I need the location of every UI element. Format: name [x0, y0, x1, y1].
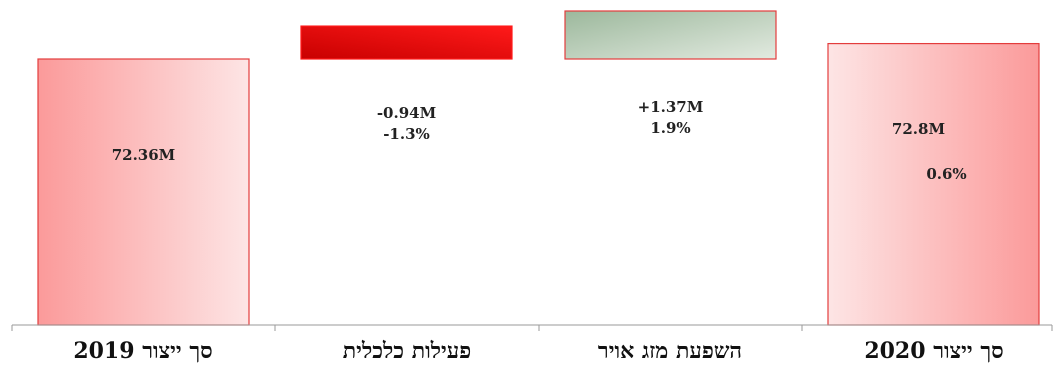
category-label: פעילות כלכלית — [343, 338, 471, 364]
bar-data-label: 72.8M — [892, 120, 945, 138]
bar — [827, 42, 1040, 326]
bar-group: -0.94M -1.3% — [300, 25, 513, 143]
bar-data-label: 1.9% — [650, 119, 690, 137]
bar-data-label: -1.3% — [383, 125, 430, 143]
bar-data-label: +1.37M — [638, 98, 704, 116]
category-label: סך ייצור 2020 — [864, 338, 1003, 364]
bar — [37, 58, 250, 326]
bar-group: +1.37M 1.9% — [564, 10, 777, 137]
bar-group: 72.36M — [37, 58, 250, 326]
x-axis — [11, 324, 1053, 331]
bar-data-label: 0.6% — [926, 165, 966, 183]
bars-layer: 72.36M -0.94M -1.3% +1.37M 1.9% 72.8M 0.6% — [37, 10, 1040, 326]
bar — [300, 25, 513, 60]
bar — [564, 10, 777, 60]
category-labels: סך ייצור 2019 פעילות כלכלית השפעת מזג אויר… — [73, 338, 1003, 364]
bar-data-label: -0.94M — [377, 104, 436, 122]
bar-group: 72.8M 0.6% — [827, 42, 1040, 326]
category-label: סך ייצור 2019 — [73, 338, 212, 364]
category-label: השפעת מזג אויר — [598, 338, 742, 364]
bar-data-label: 72.36M — [112, 146, 176, 164]
